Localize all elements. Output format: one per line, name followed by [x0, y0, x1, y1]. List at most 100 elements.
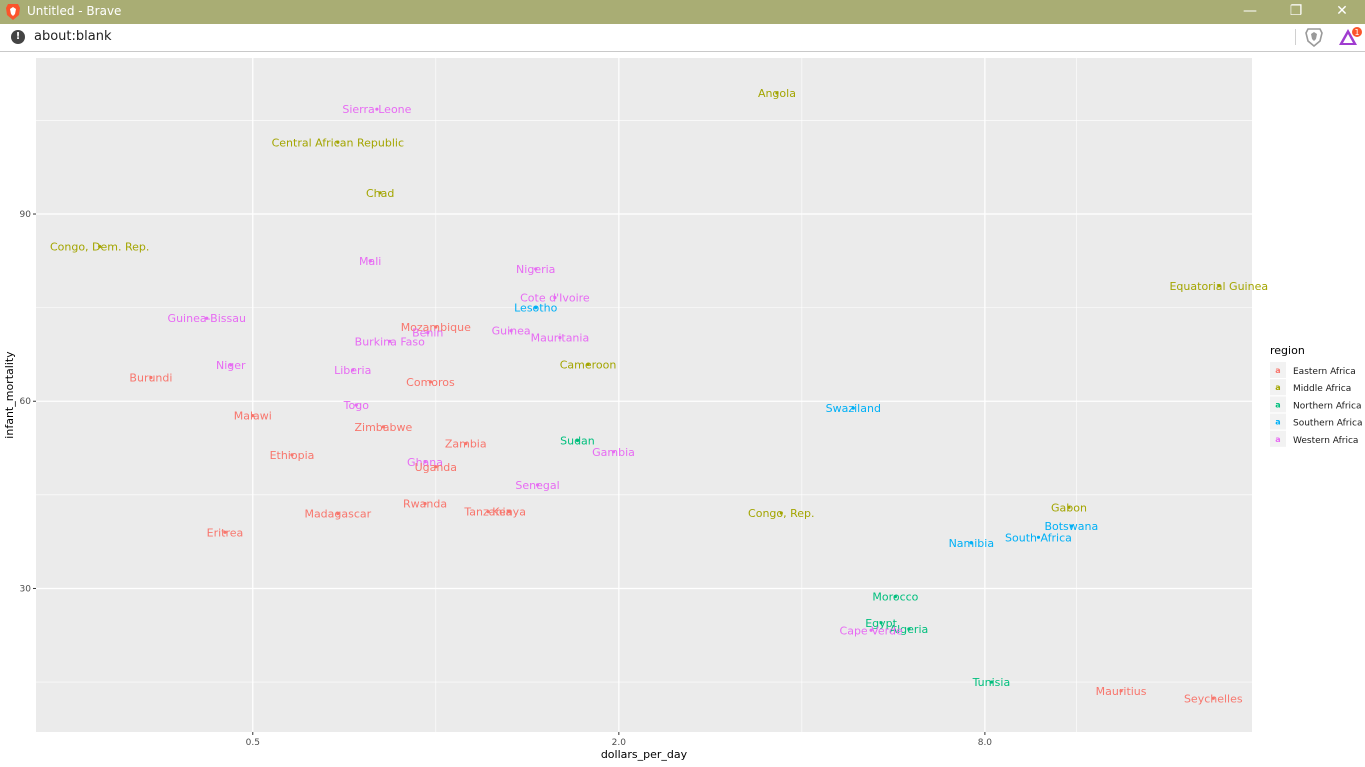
plot-area: 0.5 2.0 8.0 30 60 90 dollars_per_day infant_mor… [0, 52, 1365, 767]
plot-panel [36, 58, 1252, 732]
brave-shields-icon[interactable] [1305, 27, 1323, 47]
point-label-mauritania: Mauritania [531, 332, 590, 345]
point-label-benin: Benin [412, 327, 443, 340]
point-benin [426, 330, 430, 335]
point-label-malawi: Malawi [234, 410, 272, 423]
legend-key-glyph: a [1275, 418, 1280, 427]
y-tick-label: 30 [20, 584, 32, 594]
legend-label-middle-africa: Middle Africa [1293, 384, 1351, 394]
point-label-sudan: Sudan [560, 435, 595, 448]
legend-key-glyph: a [1275, 435, 1280, 444]
point-guinea [509, 329, 513, 333]
x-tick-label: 8.0 [978, 738, 993, 748]
point-egypt [879, 621, 883, 625]
legend-label-southern-africa: Southern Africa [1293, 419, 1362, 429]
x-tick-label: 0.5 [246, 738, 260, 748]
legend-key-eastern-africa [1270, 362, 1286, 378]
point-comoros [428, 380, 433, 384]
point-liberia [351, 368, 355, 372]
window-titlebar: Untitled - Brave — ❐ ✕ [0, 0, 1365, 24]
point-swaziland [851, 406, 855, 410]
point-label-cape-verde: Cape Verde [840, 624, 903, 637]
point-label-tunisia: Tunisia [972, 676, 1011, 689]
url-field[interactable]: about:blank [34, 29, 112, 44]
point-label-rwanda: Rwanda [403, 498, 447, 511]
point-label-namibia: Namibia [949, 537, 995, 550]
point-label-ghana: Ghana [407, 456, 443, 469]
point-eritrea [223, 530, 227, 534]
point-kenya [507, 510, 511, 514]
svg-text:1: 1 [1354, 28, 1359, 37]
point-label-senegal: Senegal [515, 479, 559, 492]
close-button[interactable]: ✕ [1336, 3, 1348, 19]
point-label-mozambique: Mozambique [401, 321, 471, 334]
point-angola [775, 91, 779, 95]
point-nigeria [534, 267, 538, 271]
scatter-chart: 0.5 2.0 8.0 30 60 90 dollars_per_day infant_mor… [3, 58, 1362, 761]
point-mauritania [558, 335, 562, 340]
site-info-icon[interactable]: ! [11, 30, 25, 44]
legend-key-northern-africa [1270, 396, 1286, 413]
point-label-lesotho: Lesotho [514, 302, 557, 315]
point-ethiopia [290, 453, 294, 457]
point-label-ethiopia: Ethiopia [270, 449, 315, 462]
point-zimbabwe [381, 425, 386, 429]
point-label-tanzania: Tanzania [463, 506, 512, 519]
point-guinea-bissau [205, 316, 209, 320]
point-uganda [434, 465, 438, 469]
legend-key-southern-africa [1270, 413, 1286, 430]
point-central-african-republic [336, 140, 340, 144]
point-burundi [149, 375, 153, 380]
y-axis-title: infant_mortality [3, 351, 16, 439]
legend-key-middle-africa [1270, 379, 1286, 396]
minimize-button[interactable]: — [1243, 3, 1257, 19]
point-label-gambia: Gambia [592, 446, 635, 459]
point-lesotho [534, 306, 538, 310]
legend-title: region [1270, 344, 1305, 357]
point-label-sierra-leone: Sierra Leone [342, 103, 411, 116]
point-morocco [893, 594, 897, 599]
point-algeria [907, 627, 911, 631]
point-label-zambia: Zambia [445, 438, 487, 451]
point-label-morocco: Morocco [872, 591, 918, 604]
toolbar-divider [1295, 29, 1296, 45]
point-label-swaziland: Swaziland [826, 402, 881, 415]
point-cote-d-ivoire [553, 296, 557, 300]
y-tick-label: 60 [20, 397, 32, 407]
point-rwanda [423, 501, 427, 506]
point-congo-rep [779, 511, 783, 515]
x-axis-title: dollars_per_day [601, 748, 688, 761]
point-label-algeria: Algeria [890, 623, 929, 636]
point-label-cote-d-ivoire: Cote d'Ivoire [520, 292, 590, 305]
point-zambia [464, 442, 468, 446]
point-label-niger: Niger [216, 359, 246, 372]
point-gabon [1067, 505, 1071, 509]
legend-key-glyph: a [1275, 383, 1280, 392]
legend-label-eastern-africa: Eastern Africa [1293, 367, 1356, 377]
point-senegal [535, 483, 540, 487]
point-burkina-faso [388, 339, 392, 343]
point-congo-dem-rep [98, 244, 102, 249]
point-label-south-africa: South Africa [1005, 531, 1072, 544]
point-tanzania [486, 510, 490, 514]
point-label-central-african-republic: Central African Republic [272, 136, 404, 149]
brave-rewards-icon[interactable]: 1 [1338, 27, 1362, 47]
point-togo [354, 403, 358, 407]
point-seychelles [1211, 696, 1215, 700]
point-label-chad: Chad [366, 187, 394, 200]
restore-button[interactable]: ❐ [1289, 3, 1303, 19]
point-equatorial-guinea [1217, 284, 1221, 288]
point-label-comoros: Comoros [406, 376, 455, 389]
point-label-mauritius: Mauritius [1096, 685, 1147, 698]
point-label-congo-rep: Congo, Rep. [748, 507, 814, 520]
point-label-mali: Mali [359, 255, 381, 268]
point-madagascar [336, 511, 340, 516]
point-label-guinea-bissau: Guinea-Bissau [168, 312, 246, 325]
point-namibia [969, 541, 973, 545]
point-tunisia [989, 680, 994, 684]
point-ghana [423, 460, 427, 464]
point-label-cameroon: Cameroon [560, 358, 617, 371]
point-cape-verde [869, 628, 873, 632]
point-label-nigeria: Nigeria [516, 263, 555, 276]
address-bar[interactable]: ! about:blank 1 [0, 24, 1365, 52]
